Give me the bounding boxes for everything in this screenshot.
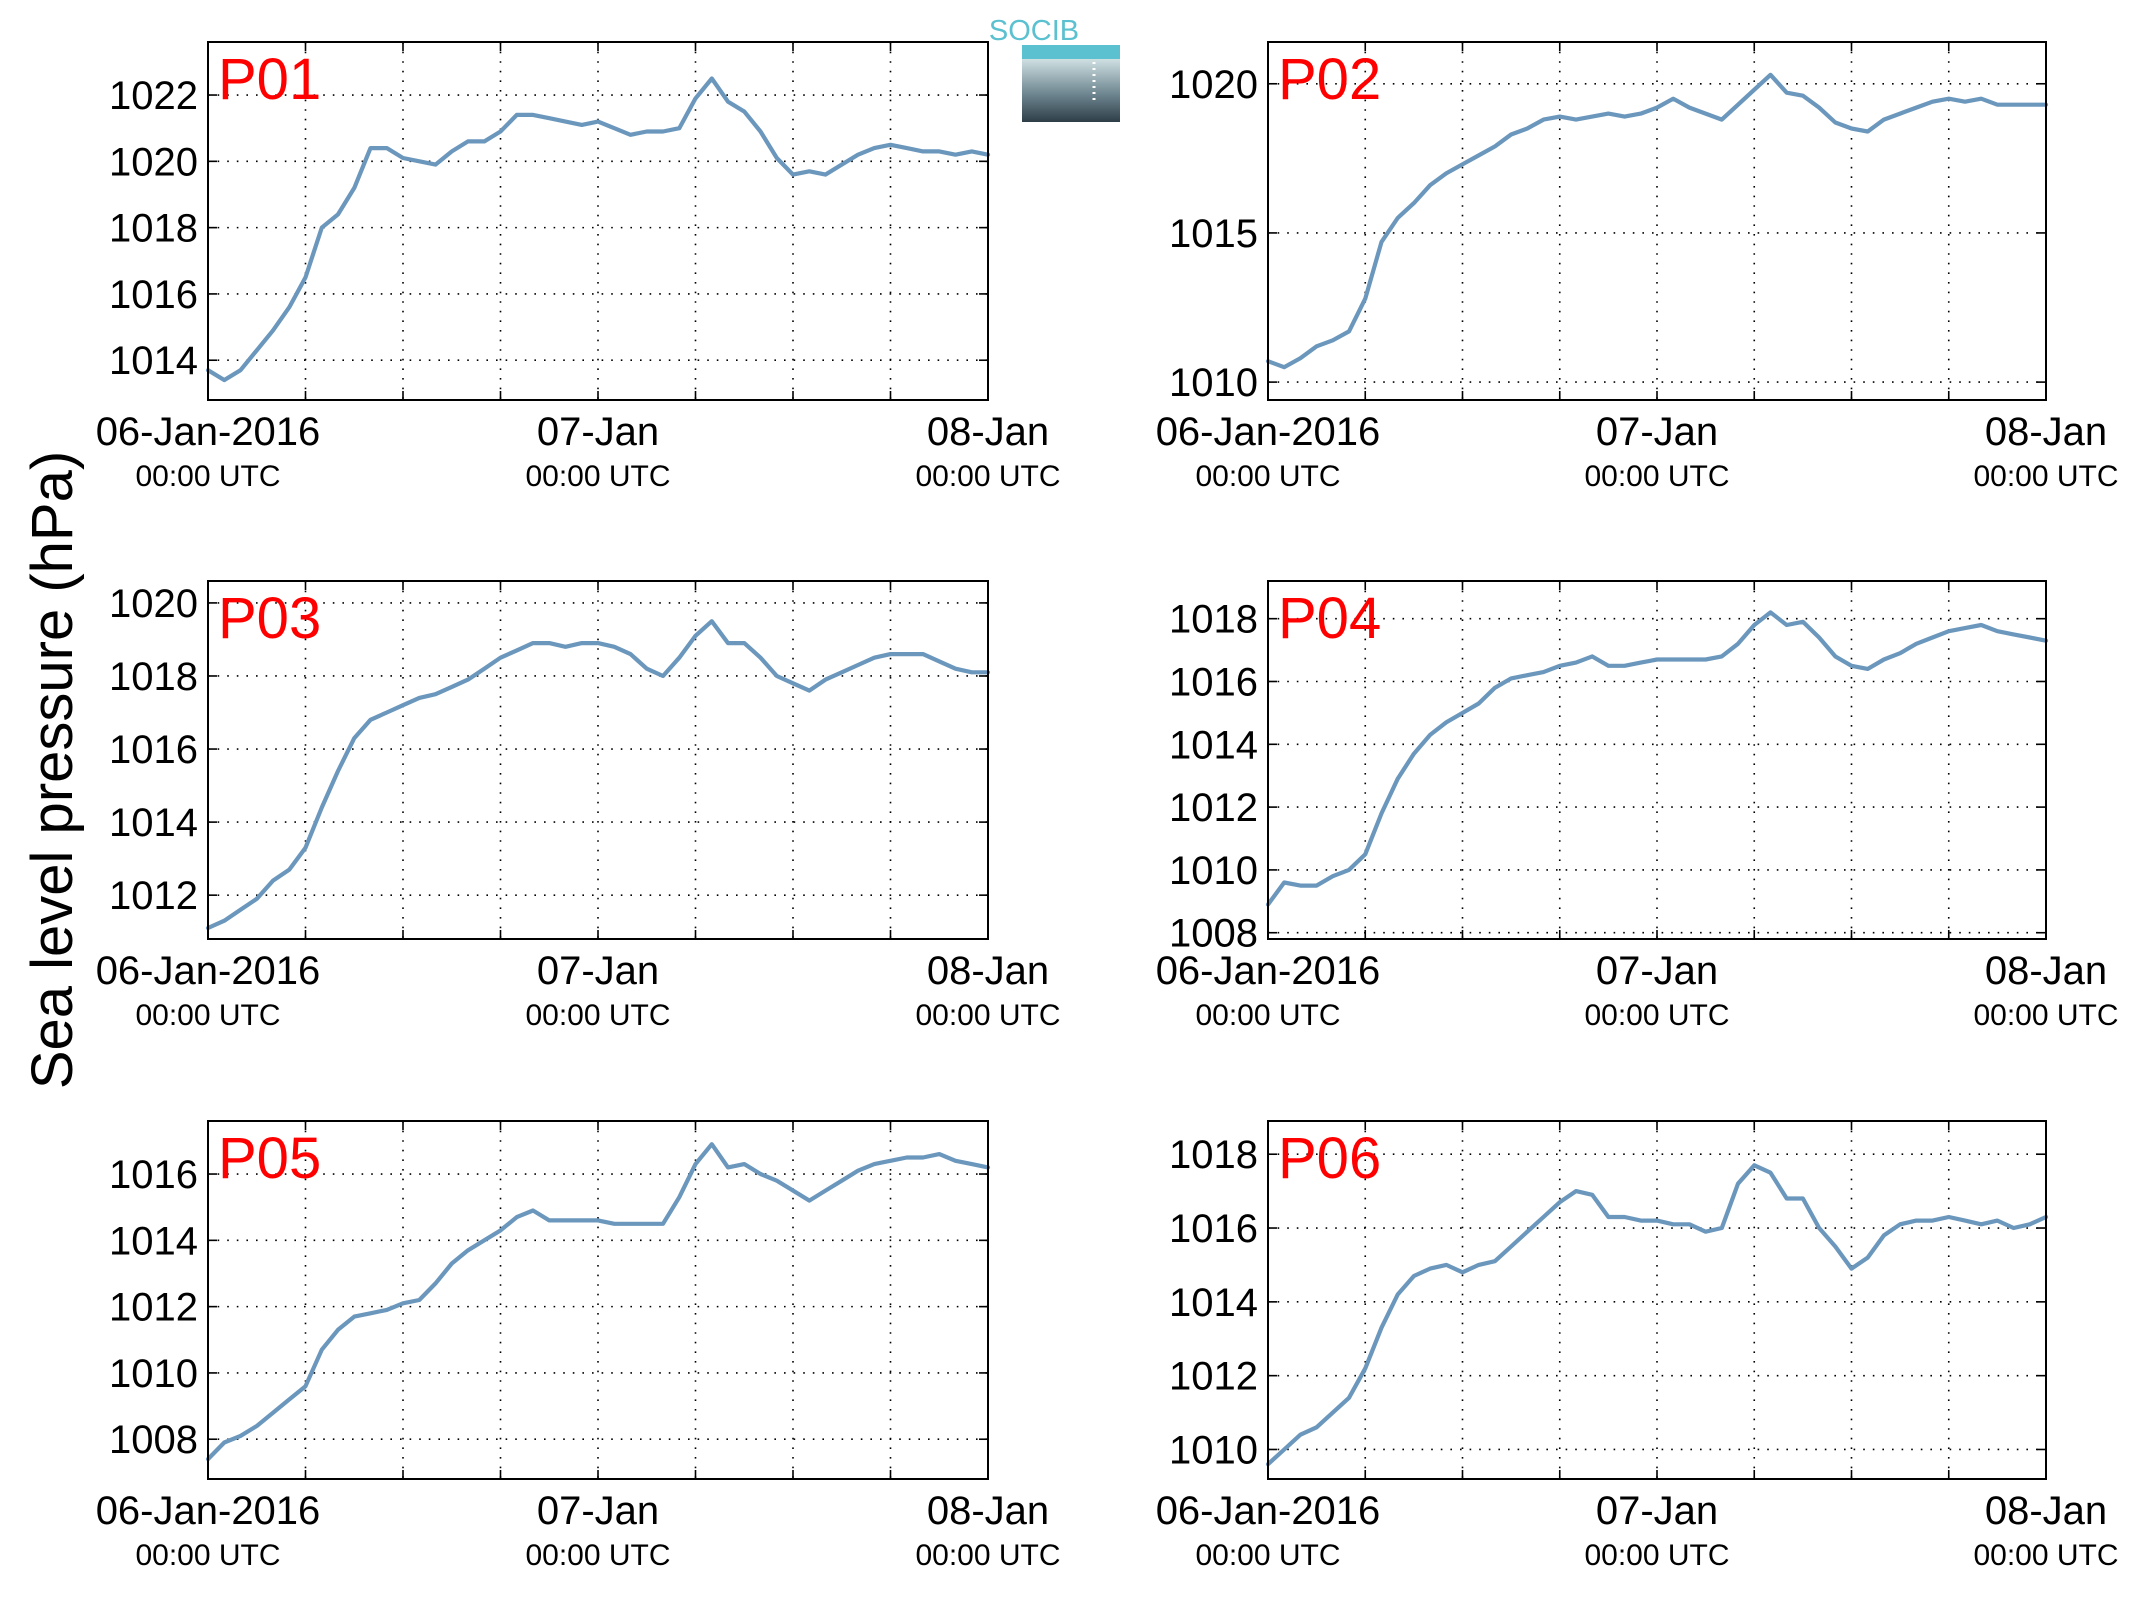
chart-panel-p06: 1010 1012 1014 1016 1018 06-Jan-2016 00:00 UTC…: [1156, 1120, 2119, 1572]
x-tick-label-date: 07-Jan: [1596, 949, 1718, 993]
x-tick-label-date: 08-Jan: [1985, 1489, 2107, 1533]
series-line: [205, 1142, 991, 1462]
series-line: [1265, 72, 2049, 370]
x-tick-label-time: 00:00 UTC: [1195, 999, 1340, 1032]
y-tick-label: 1010: [1169, 1428, 1258, 1472]
x-tick-label-time: 00:00 UTC: [1973, 460, 2118, 493]
chart-panel-p04: 1008 1010 1012 1014 1016 1018 06-Jan-2016 00:00…: [1156, 580, 2119, 1032]
x-tick-label-time: 00:00 UTC: [1584, 460, 1729, 493]
x-tick-label-time: 00:00 UTC: [525, 1539, 670, 1572]
y-tick-label: 1014: [1169, 723, 1258, 767]
series-line: [1265, 1163, 2049, 1467]
y-tick-label: 1012: [1169, 1355, 1258, 1399]
axes-frame: [207, 1120, 989, 1480]
x-tick-label-time: 00:00 UTC: [525, 460, 670, 493]
y-tick-label: 1010: [1169, 849, 1258, 893]
x-tick-label-date: 08-Jan: [927, 410, 1049, 454]
axes-frame: [207, 580, 989, 940]
series-line: [1265, 610, 2049, 907]
y-tick-label: 1008: [109, 1418, 198, 1462]
axes-frame: [1267, 1120, 2047, 1480]
y-tick-label: 1008: [1169, 912, 1258, 956]
x-tick-label-date: 06-Jan-2016: [96, 410, 321, 454]
x-tick-label-date: 08-Jan: [1985, 410, 2107, 454]
x-tick-label-date: 08-Jan: [927, 1489, 1049, 1533]
x-tick-label-time: 00:00 UTC: [1195, 1539, 1340, 1572]
x-tick-label-time: 00:00 UTC: [915, 999, 1060, 1032]
x-tick-label-time: 00:00 UTC: [525, 999, 670, 1032]
series-line: [205, 619, 991, 931]
x-tick-label-time: 00:00 UTC: [915, 460, 1060, 493]
y-tick-label: 1020: [109, 140, 198, 184]
y-tick-label: 1018: [109, 207, 198, 251]
axes-frame: [1267, 580, 2047, 940]
chart-panel-p05: 1008 1010 1012 1014 1016 06-Jan-2016 00:00 UTC…: [96, 1120, 1061, 1572]
logo-body: [1022, 59, 1120, 122]
chart-panel-p03: 1012 1014 1016 1018 1020 06-Jan-2016 00:00 UTC…: [96, 580, 1061, 1032]
logo-band: [1022, 45, 1120, 59]
y-tick-label: 1016: [109, 273, 198, 317]
y-tick-label: 1018: [1169, 598, 1258, 642]
y-tick-label: 1010: [109, 1352, 198, 1396]
x-tick-label-time: 00:00 UTC: [1195, 460, 1340, 493]
y-tick-label: 1012: [109, 874, 198, 918]
axes-frame: [1267, 41, 2047, 401]
y-tick-label: 1010: [1169, 361, 1258, 405]
panel-label: P06: [1278, 1126, 1381, 1191]
x-tick-label-date: 07-Jan: [537, 949, 659, 993]
x-tick-label-date: 06-Jan-2016: [96, 1489, 321, 1533]
y-tick-label: 1014: [1169, 1281, 1258, 1325]
x-tick-label-time: 00:00 UTC: [135, 999, 280, 1032]
series-line: [205, 76, 991, 383]
x-tick-label-date: 08-Jan: [927, 949, 1049, 993]
panel-label: P03: [218, 586, 321, 651]
x-tick-label-date: 06-Jan-2016: [96, 949, 321, 993]
x-tick-label-date: 06-Jan-2016: [1156, 410, 1381, 454]
y-tick-label: 1012: [109, 1286, 198, 1330]
y-tick-label: 1022: [109, 74, 198, 118]
y-tick-label: 1015: [1169, 212, 1258, 256]
x-tick-label-date: 08-Jan: [1985, 949, 2107, 993]
x-tick-label-time: 00:00 UTC: [915, 1539, 1060, 1572]
x-tick-label-date: 07-Jan: [1596, 410, 1718, 454]
y-axis-label: Sea level pressure (hPa): [20, 451, 85, 1089]
y-tick-label: 1016: [1169, 1207, 1258, 1251]
y-tick-label: 1014: [109, 339, 198, 383]
axes-frame: [207, 41, 989, 401]
x-tick-label-date: 06-Jan-2016: [1156, 949, 1381, 993]
y-tick-label: 1018: [109, 655, 198, 699]
y-tick-label: 1014: [109, 1219, 198, 1263]
x-tick-label-time: 00:00 UTC: [1584, 1539, 1729, 1572]
x-tick-label-date: 06-Jan-2016: [1156, 1489, 1381, 1533]
panel-label: P02: [1278, 47, 1381, 112]
socib-logo: SOCIB: [989, 15, 1120, 122]
x-tick-label-time: 00:00 UTC: [135, 1539, 280, 1572]
y-tick-label: 1016: [1169, 660, 1258, 704]
y-tick-label: 1012: [1169, 786, 1258, 830]
y-tick-label: 1020: [109, 582, 198, 626]
chart-panel-p02: 1010 1015 1020 06-Jan-2016 00:00 UTC 07-Jan 00…: [1156, 41, 2119, 493]
y-tick-label: 1016: [109, 728, 198, 772]
x-tick-label-date: 07-Jan: [537, 1489, 659, 1533]
x-tick-label-date: 07-Jan: [537, 410, 659, 454]
y-tick-label: 1016: [109, 1153, 198, 1197]
x-tick-label-time: 00:00 UTC: [135, 460, 280, 493]
x-tick-label-date: 07-Jan: [1596, 1489, 1718, 1533]
y-tick-label: 1014: [109, 801, 198, 845]
panel-label: P04: [1278, 586, 1381, 651]
x-tick-label-time: 00:00 UTC: [1973, 1539, 2118, 1572]
panel-label: P05: [218, 1126, 321, 1191]
chart-panel-p01: 1014 1016 1018 1020 1022 06-Jan-2016 00:00 UTC…: [96, 41, 1061, 493]
x-tick-label-time: 00:00 UTC: [1973, 999, 2118, 1032]
panels: 1014 1016 1018 1020 1022 06-Jan-2016 00:00 UTC…: [96, 41, 2119, 1572]
y-tick-label: 1018: [1169, 1133, 1258, 1177]
logo-text: SOCIB: [989, 15, 1079, 47]
x-tick-label-time: 00:00 UTC: [1584, 999, 1729, 1032]
panel-label: P01: [218, 47, 321, 112]
y-tick-label: 1020: [1169, 63, 1258, 107]
